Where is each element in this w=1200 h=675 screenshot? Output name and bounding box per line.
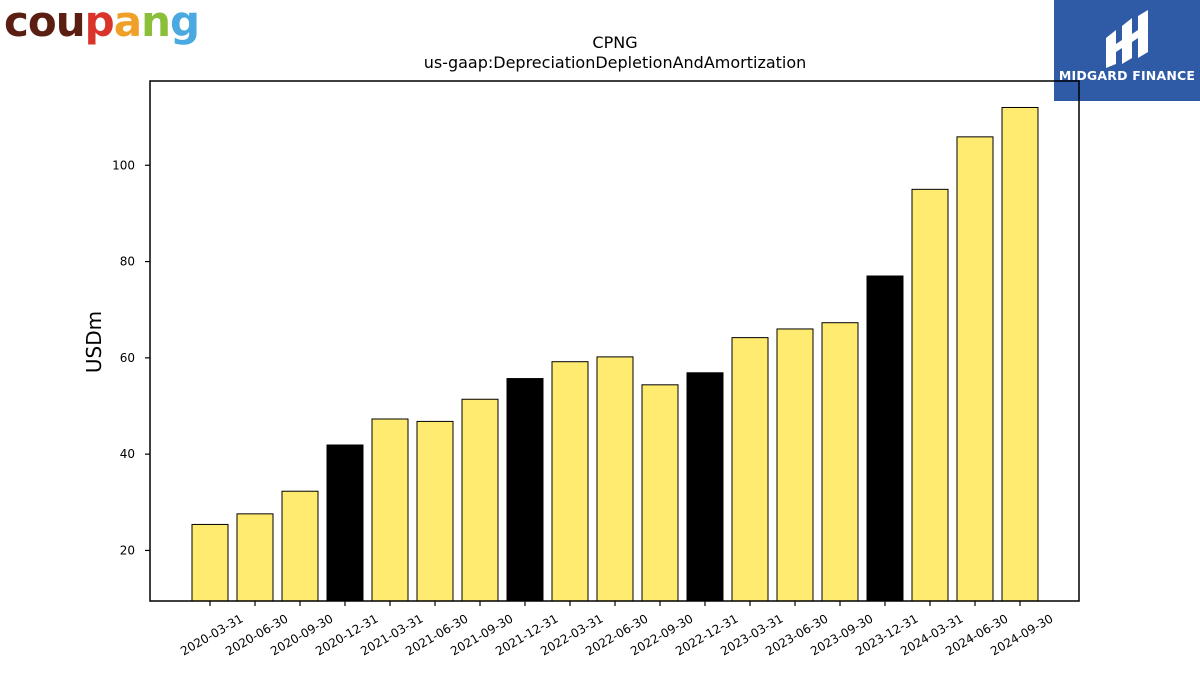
- bar-2021-06-30: [416, 420, 454, 602]
- coupang-logo-letter: u: [55, 0, 86, 46]
- midgard-mark-icon: [1106, 10, 1148, 68]
- bar-2024-09-30: [1001, 106, 1039, 602]
- y-tick-label: 80: [120, 255, 135, 269]
- x-ticks-group: 2020-03-312020-06-302020-09-302020-12-31…: [178, 601, 1056, 658]
- midgard-finance-text: MIDGARD FINANCE: [1058, 68, 1196, 83]
- bar-2020-03-31: [191, 523, 229, 602]
- bar-2024-06-30: [956, 136, 994, 602]
- y-axis-label: USDm: [82, 311, 106, 373]
- bar-2022-09-30: [641, 384, 679, 602]
- chart-subtitle: us-gaap:DepreciationDepletionAndAmortiza…: [424, 53, 807, 72]
- y-ticks-group: 20 40 60 80 100: [112, 158, 150, 557]
- bar-2023-12-31: [866, 275, 904, 602]
- bar-2021-09-30: [461, 398, 499, 602]
- bar-2023-03-31: [731, 337, 769, 602]
- bar-2023-09-30: [821, 322, 859, 602]
- bars-group: [191, 106, 1039, 602]
- coupang-logo-letter: p: [84, 0, 115, 46]
- bar-2023-06-30: [776, 328, 814, 602]
- bar-2020-09-30: [281, 490, 319, 602]
- bar-2020-12-31: [326, 444, 364, 602]
- y-tick-label: 60: [120, 351, 135, 365]
- plot-frame: [149, 80, 1080, 602]
- coupang-logo-letter: g: [170, 0, 200, 46]
- coupang-logo: coupang: [4, 0, 200, 50]
- y-tick-label: 40: [120, 447, 135, 461]
- bar-2022-12-31: [686, 372, 724, 602]
- bar-2022-06-30: [596, 356, 634, 602]
- chart-title: CPNG: [592, 33, 637, 52]
- bar-2024-03-31: [911, 188, 949, 602]
- coupang-logo-letter: n: [141, 0, 171, 46]
- bar-2021-12-31: [506, 378, 544, 602]
- coupang-logo-letter: o: [27, 0, 57, 46]
- y-tick-label: 20: [120, 543, 135, 557]
- bar-2022-03-31: [551, 361, 589, 602]
- bar-2020-06-30: [236, 513, 274, 602]
- coupang-logo-letter: a: [113, 0, 142, 46]
- coupang-logo-letter: c: [4, 0, 29, 46]
- y-tick-label: 100: [112, 158, 135, 172]
- bar-2021-03-31: [371, 418, 409, 602]
